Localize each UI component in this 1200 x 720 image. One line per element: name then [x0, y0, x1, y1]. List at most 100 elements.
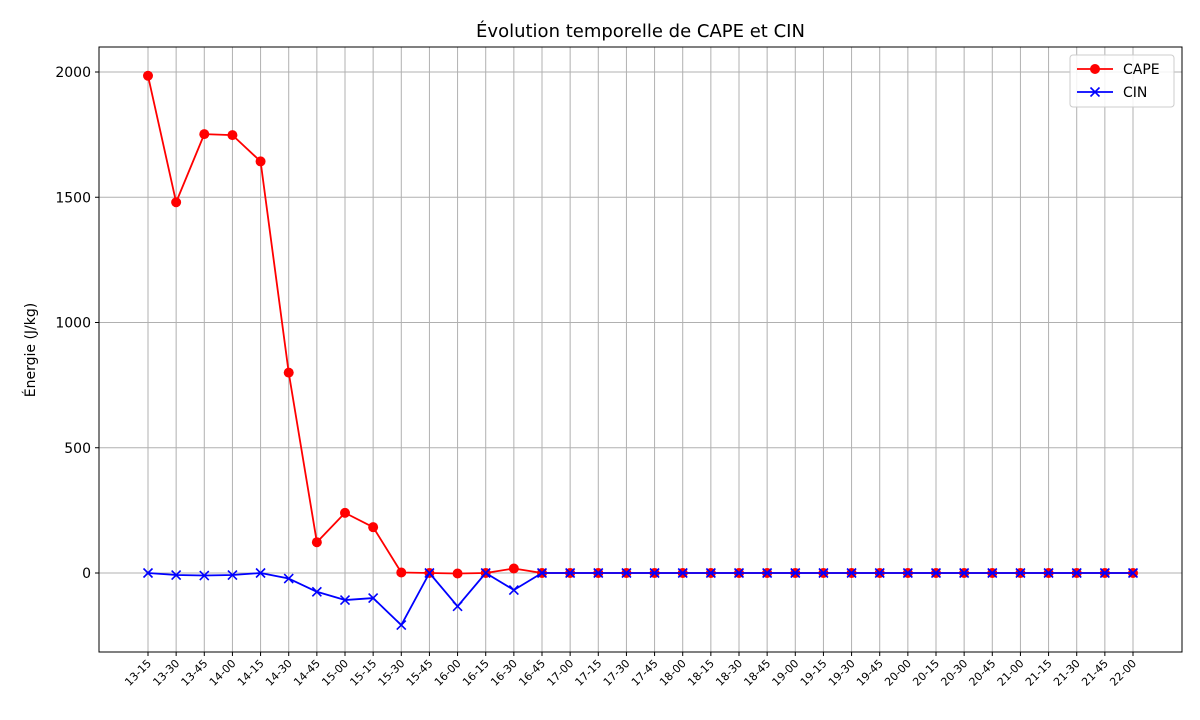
- cin-point: [902, 567, 913, 579]
- cin-point-stroke: [227, 569, 238, 581]
- cin-point-stroke: [368, 592, 379, 604]
- x-tick-label: 15-30: [376, 657, 408, 689]
- cin-point-stroke: [171, 569, 182, 581]
- cin-point: [227, 569, 238, 581]
- x-tick-label: 18-00: [657, 657, 689, 689]
- x-tick-label: 15-00: [319, 657, 351, 689]
- cin-point-stroke: [1071, 567, 1082, 579]
- x-tick-label: 14-45: [291, 657, 323, 689]
- cin-point-stroke: [142, 567, 154, 579]
- x-tick-label: 16-30: [488, 657, 520, 689]
- plot-area-frame: [98, 46, 1183, 653]
- cape-point: [171, 197, 182, 208]
- y-tick-label: 1000: [55, 316, 91, 332]
- x-tick-label: 13-45: [179, 657, 211, 689]
- x-tick-label: 19-30: [826, 657, 858, 689]
- cin-point: [1099, 567, 1110, 579]
- cin-point: [677, 567, 688, 579]
- x-tick-label: 14-15: [235, 657, 267, 689]
- cin-point: [199, 570, 210, 581]
- cin-point: [818, 567, 829, 579]
- cin-point-stroke: [846, 567, 857, 579]
- cin-point-stroke: [1099, 567, 1110, 579]
- cape-point: [255, 156, 266, 167]
- x-tick-label: 19-00: [770, 657, 802, 689]
- x-tick-label: 21-00: [995, 657, 1027, 689]
- cin-point: [874, 567, 885, 579]
- cin-point-stroke: [705, 567, 716, 579]
- cape-point: [368, 522, 379, 533]
- cin-point: [987, 567, 998, 579]
- cin-point-stroke: [649, 567, 660, 579]
- cin-point-stroke: [255, 567, 266, 579]
- chart-title: Évolution temporelle de CAPE et CIN: [476, 20, 805, 42]
- cin-point-stroke: [565, 567, 576, 579]
- cape-point: [396, 567, 407, 578]
- cin-point-stroke: [733, 567, 745, 579]
- x-tick-label: 16-45: [516, 657, 548, 689]
- cin-point: [142, 567, 154, 579]
- cape-point: [227, 130, 238, 141]
- cin-point-stroke: [339, 594, 351, 606]
- cape-point: [199, 129, 210, 140]
- cin-point-stroke: [480, 567, 491, 579]
- x-tick-label: 16-00: [432, 657, 464, 689]
- x-tick-label: 17-45: [629, 657, 661, 689]
- cin-point: [790, 567, 801, 579]
- x-tick-label: 16-15: [460, 657, 492, 689]
- cin-point: [283, 573, 294, 584]
- y-tick-label: 0: [82, 566, 91, 582]
- cape-line: [147, 75, 1133, 575]
- cin-point-stroke: [283, 573, 294, 584]
- cin-point-stroke: [311, 586, 322, 597]
- legend-cin-label: CIN: [1123, 85, 1147, 101]
- cin-point: [536, 567, 548, 579]
- cin-point: [368, 592, 379, 604]
- legend-marker-stroke: [1089, 86, 1101, 98]
- legend-cin-marker: [1089, 86, 1101, 98]
- grid-lines: [99, 47, 1182, 652]
- x-tick-label: 18-30: [713, 657, 745, 689]
- cin-point: [1043, 567, 1054, 579]
- cin-point-stroke: [424, 567, 435, 579]
- cin-point: [930, 567, 942, 579]
- cin-point: [1071, 567, 1082, 579]
- x-tick-label: 20-30: [938, 657, 970, 689]
- cin-point: [733, 567, 745, 579]
- cape-point: [143, 70, 153, 81]
- cin-point-stroke: [452, 601, 463, 612]
- cin-point-stroke: [902, 567, 913, 579]
- x-tick-label: 19-15: [798, 657, 830, 689]
- cin-point: [396, 620, 407, 631]
- cin-point: [762, 567, 773, 579]
- cin-point-stroke: [593, 567, 604, 579]
- cin-point-stroke: [959, 567, 970, 579]
- cin-point-stroke: [818, 567, 829, 579]
- cin-point-stroke: [536, 567, 548, 579]
- legend-cape-label: CAPE: [1123, 62, 1160, 78]
- cin-point: [649, 567, 660, 579]
- cin-point-stroke: [987, 567, 998, 579]
- cin-point-stroke: [621, 567, 632, 579]
- x-tick-label: 20-15: [910, 657, 942, 689]
- cin-point: [593, 567, 604, 579]
- cin-point: [959, 567, 970, 579]
- cin-point: [171, 569, 182, 581]
- cin-point-stroke: [762, 567, 773, 579]
- x-tick-label: 14-30: [263, 657, 295, 689]
- y-tick-label: 500: [64, 441, 91, 457]
- x-tick-label: 17-00: [544, 657, 576, 689]
- x-tick-label: 20-45: [967, 657, 999, 689]
- x-tick-label: 14-00: [207, 657, 239, 689]
- x-tick-label: 13-30: [150, 657, 182, 689]
- series-layer: [142, 70, 1139, 631]
- cape-point: [452, 568, 463, 579]
- x-tick-label: 19-45: [854, 657, 886, 689]
- cin-point-stroke: [1015, 567, 1026, 579]
- x-tick-label: 13-15: [122, 657, 154, 689]
- cin-point: [339, 594, 351, 606]
- legend-cape-marker: [1090, 64, 1100, 74]
- cin-point: [1015, 567, 1026, 579]
